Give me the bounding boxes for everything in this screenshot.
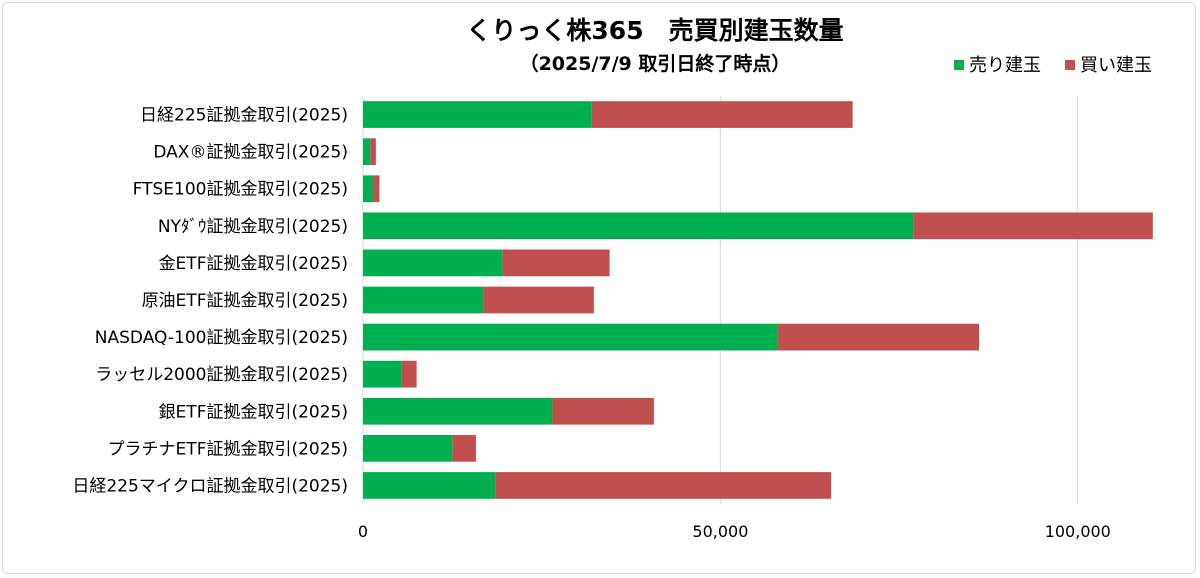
bar-sell-4 — [363, 249, 503, 277]
category-label-10: 日経225マイクロ証拠金取引(2025) — [72, 476, 348, 496]
legend-label-buy: 買い建玉 — [1080, 55, 1152, 76]
category-labels: 日経225証拠金取引(2025) DAX®証拠金取引(2025) FTSE100証拠… — [72, 106, 348, 497]
bar-sell-2 — [363, 175, 374, 203]
bar-buy-8 — [552, 397, 654, 425]
bar-sell-10 — [363, 472, 496, 499]
bar-sell-3 — [363, 212, 914, 240]
category-label-6: NASDAQ-100証拠金取引(2025) — [95, 328, 348, 348]
category-label-9: プラチナETF証拠金取引(2025) — [108, 439, 348, 459]
bar-buy-0 — [591, 101, 853, 128]
bar-sell-0 — [363, 101, 592, 128]
legend-label-sell: 売り建玉 — [969, 55, 1041, 76]
bar-sell-9 — [363, 435, 453, 462]
x-tick-label-1: 50,000 — [692, 522, 748, 541]
category-label-3: NYﾀﾞｳ証拠金取引(2025) — [158, 217, 348, 237]
x-tick-label-2: 100,000 — [1045, 522, 1111, 541]
bar-sell-6 — [363, 323, 778, 351]
bar-buy-7 — [401, 360, 417, 388]
category-label-5: 原油ETF証拠金取引(2025) — [142, 291, 348, 311]
bar-buy-1 — [370, 138, 376, 165]
bar-buy-9 — [452, 435, 476, 462]
category-label-4: 金ETF証拠金取引(2025) — [159, 254, 348, 274]
bar-buy-5 — [483, 286, 594, 314]
bar-sell-5 — [363, 286, 484, 314]
category-label-2: FTSE100証拠金取引(2025) — [133, 180, 348, 200]
bars — [363, 101, 1153, 499]
chart-title: くりっく株365 売買別建玉数量 — [466, 16, 843, 45]
bar-buy-10 — [495, 472, 832, 499]
category-label-7: ラッセル2000証拠金取引(2025) — [95, 365, 348, 385]
category-label-8: 銀ETF証拠金取引(2025) — [159, 402, 348, 422]
bar-sell-1 — [363, 138, 371, 165]
legend: 売り建玉 買い建玉 — [954, 55, 1152, 76]
bar-buy-4 — [502, 249, 610, 277]
category-label-1: DAX®証拠金取引(2025) — [153, 143, 348, 163]
chart-subtitle: （2025/7/9 取引日終了時点） — [520, 52, 791, 75]
category-label-0: 日経225証拠金取引(2025) — [140, 106, 348, 126]
bar-buy-2 — [373, 175, 380, 203]
bar-sell-7 — [363, 360, 402, 388]
legend-swatch-sell — [954, 60, 964, 70]
bar-buy-3 — [913, 212, 1153, 240]
x-tick-label-0: 0 — [358, 522, 368, 541]
bar-buy-6 — [777, 323, 980, 351]
x-axis-ticks: 0 50,000 100,000 — [358, 522, 1111, 541]
legend-swatch-buy — [1065, 60, 1075, 70]
bar-sell-8 — [363, 397, 553, 425]
